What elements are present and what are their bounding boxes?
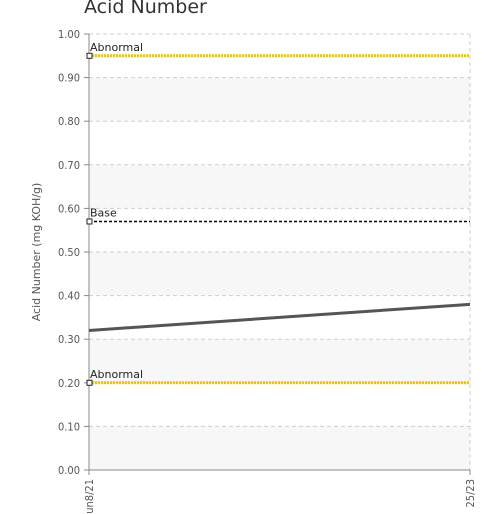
y-axis-title: Acid Number (mg KOH/g) bbox=[30, 183, 43, 322]
y-tick-label: 0.80 bbox=[58, 115, 80, 128]
background-band bbox=[89, 339, 470, 383]
reference-label: Abnormal bbox=[90, 368, 143, 381]
reference-marker bbox=[86, 218, 93, 225]
x-tick-label: 25/23 bbox=[464, 479, 477, 508]
reference-marker bbox=[86, 379, 93, 386]
series-line bbox=[88, 302, 471, 332]
reference-marker bbox=[86, 52, 93, 59]
background-band bbox=[89, 164, 470, 209]
data-series bbox=[88, 302, 471, 332]
y-tick-label: 0.60 bbox=[58, 202, 80, 215]
reference-lines: Abnormal Base Abnormal bbox=[86, 41, 470, 386]
y-tick-label: 0.10 bbox=[58, 420, 80, 433]
background-bands bbox=[89, 77, 470, 470]
x-tick-labels: Jun8/21 25/23 bbox=[83, 479, 477, 514]
y-tick-label: 0.70 bbox=[58, 159, 80, 172]
chart-title: Acid Number bbox=[84, 0, 207, 18]
reference-label: Base bbox=[90, 206, 117, 219]
background-band bbox=[89, 77, 470, 122]
y-tick-label: 1.00 bbox=[58, 28, 80, 41]
background-band bbox=[89, 252, 470, 296]
y-tick-label: 0.30 bbox=[58, 333, 80, 346]
y-tick-label: 0.90 bbox=[58, 72, 80, 85]
y-tick-label: 0.00 bbox=[58, 464, 80, 477]
background-band bbox=[89, 426, 470, 470]
axes bbox=[84, 33, 471, 475]
y-tick-label: 0.50 bbox=[58, 246, 80, 259]
reference-label: Abnormal bbox=[90, 41, 143, 54]
y-tick-labels: 0.00 0.10 0.20 0.30 0.40 0.50 0.60 0.70 0.80 0.90… bbox=[58, 28, 80, 477]
x-tick-label: Jun8/21 bbox=[83, 479, 96, 514]
y-tick-label: 0.20 bbox=[58, 377, 80, 390]
y-tick-label: 0.40 bbox=[58, 290, 80, 303]
